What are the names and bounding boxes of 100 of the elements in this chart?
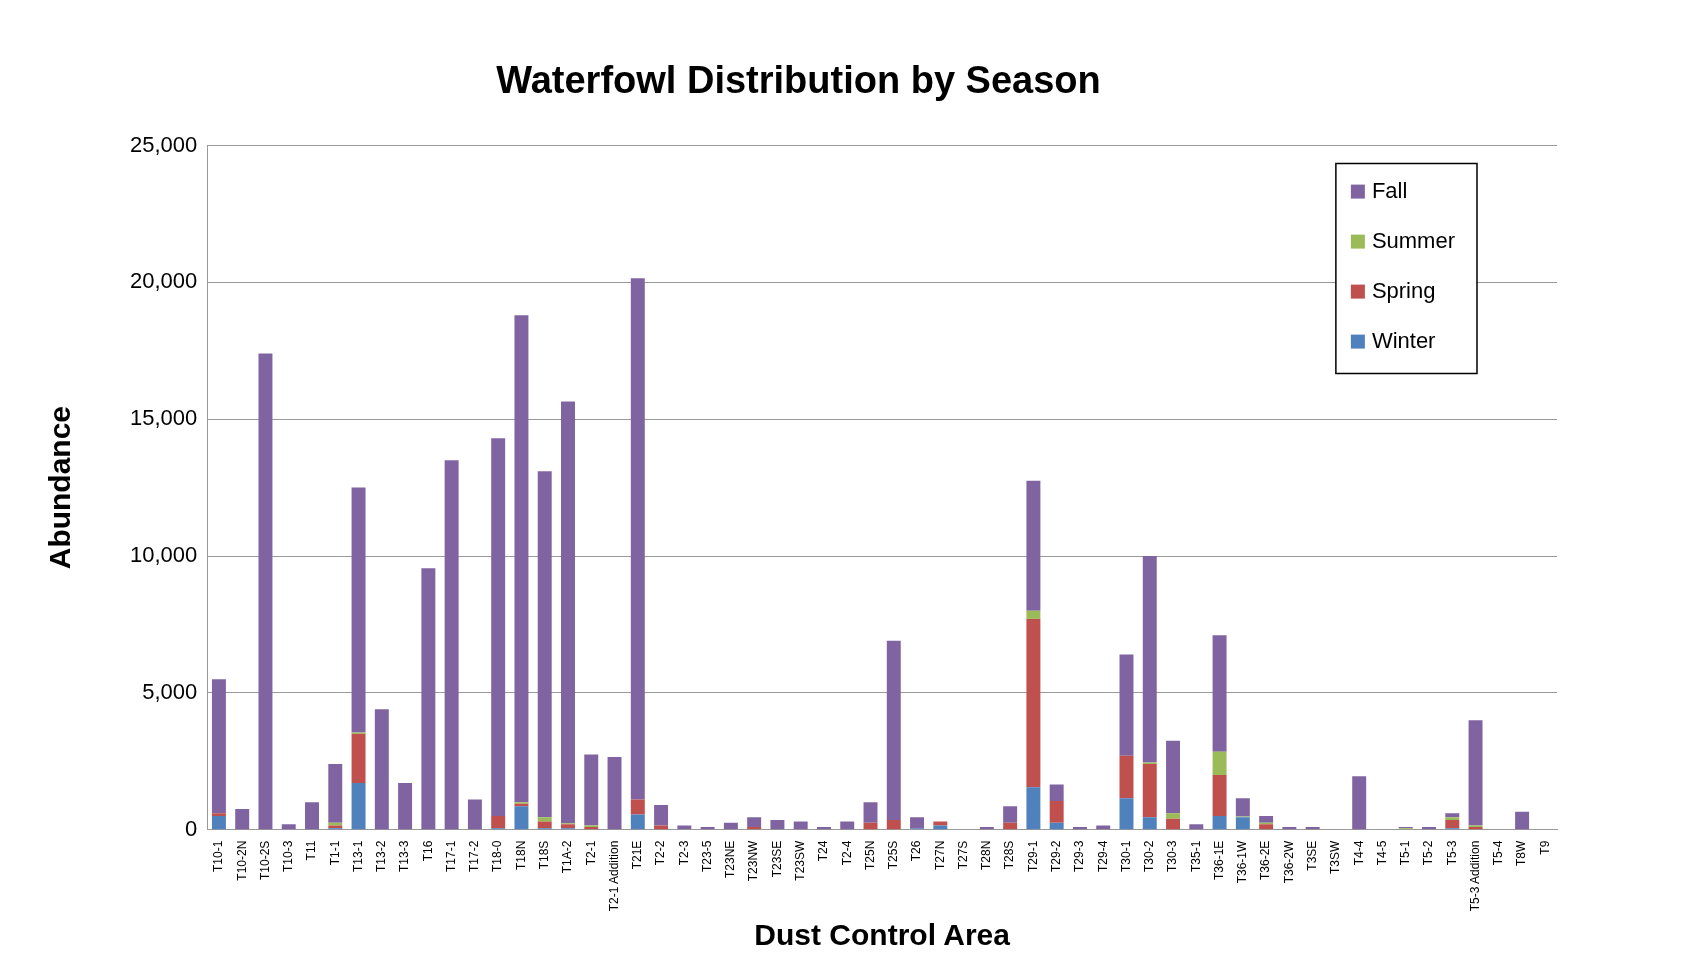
x-tick-label: T36-1E [1211, 840, 1226, 880]
bar [747, 817, 762, 827]
x-tick-label: T18N [513, 840, 528, 870]
bar [1119, 798, 1134, 830]
legend-label: Summer [1371, 227, 1455, 253]
x-tick-label: T29-2 [1048, 840, 1063, 872]
x-tick-label: T10-2S [257, 840, 272, 880]
bar [491, 438, 506, 816]
x-tick-label: T18-0 [490, 840, 505, 872]
bar [537, 821, 552, 829]
bar [537, 471, 552, 818]
x-tick-label: T5-4 [1491, 840, 1506, 866]
bar [1026, 610, 1041, 619]
bar [1189, 824, 1204, 830]
bar [328, 763, 343, 823]
bar [1235, 817, 1250, 830]
bar [561, 401, 575, 824]
x-tick-label: T26 [909, 840, 924, 862]
bar [584, 754, 599, 826]
bar [1119, 654, 1134, 756]
x-tick-label: T2-1 [583, 840, 598, 866]
y-tick-label: 10,000 [129, 542, 198, 568]
bar [1305, 826, 1320, 830]
bar [793, 821, 808, 830]
x-tick-label: T10-3 [281, 840, 296, 872]
bar [1468, 720, 1483, 826]
bar [1282, 826, 1297, 830]
bar [1422, 826, 1436, 830]
legend-label: Winter [1371, 327, 1436, 353]
x-tick-label: T30-3 [1165, 840, 1180, 872]
bar [1352, 776, 1367, 830]
bar [630, 799, 645, 815]
y-tick-label: 5,000 [142, 678, 198, 704]
bar [770, 820, 785, 830]
bar [979, 826, 994, 830]
bar [514, 806, 529, 830]
x-tick-label: T23NE [723, 840, 738, 878]
x-tick-label: T2-3 [676, 840, 691, 866]
x-tick-label: T29-3 [1072, 840, 1087, 872]
bar [630, 278, 645, 800]
legend-label: Spring [1371, 277, 1436, 303]
bar [1166, 813, 1181, 819]
bar [1515, 811, 1530, 830]
bar [398, 783, 413, 830]
x-tick-label: T17-1 [443, 840, 458, 872]
bar [258, 353, 273, 830]
bar [1235, 798, 1250, 817]
chart-title: Waterfowl Distribution by Season [496, 59, 1101, 102]
bar [444, 460, 459, 830]
bar [747, 826, 762, 830]
x-tick-label: T9 [1537, 840, 1552, 855]
bar [1142, 817, 1157, 830]
bar [1142, 556, 1157, 763]
bar [886, 820, 901, 830]
bar [840, 821, 855, 830]
x-tick-label: T11 [304, 840, 319, 861]
x-tick-label: T21E [630, 840, 645, 870]
x-tick-label: T36-2W [1281, 839, 1296, 884]
bar [1003, 822, 1018, 830]
x-tick-label: T2-1 Addition [606, 840, 621, 912]
bar [211, 679, 226, 814]
bar [1212, 774, 1227, 816]
bar [607, 757, 622, 830]
x-tick-label: T2-2 [653, 840, 668, 866]
bar [910, 817, 925, 829]
x-axis-title: Dust Control Area [754, 918, 1011, 952]
bar [211, 815, 226, 830]
x-tick-label: T1A-2 [560, 840, 575, 874]
bar [886, 640, 901, 821]
x-tick-label: T5-2 [1421, 840, 1436, 866]
x-tick-label: T23SE [769, 840, 784, 878]
bar [351, 733, 366, 784]
bar [700, 826, 715, 830]
x-tick-label: T25N [862, 840, 877, 870]
bar [467, 799, 482, 830]
bar [281, 824, 296, 830]
bar [1026, 787, 1041, 830]
bar [1072, 826, 1087, 830]
bar [723, 822, 738, 830]
x-tick-label: T23NW [746, 839, 761, 882]
x-tick-label: T35-1 [1188, 840, 1203, 872]
bar [561, 824, 575, 829]
bar [514, 315, 529, 803]
x-tick-label: T10-2N [234, 840, 249, 881]
x-tick-label: T18S [537, 840, 552, 870]
x-tick-label: T28S [1002, 840, 1017, 870]
bar [816, 826, 831, 830]
x-tick-label: T30-2 [1142, 840, 1157, 872]
bar [537, 817, 552, 822]
x-tick-label: T4-4 [1351, 840, 1366, 866]
bar [1142, 763, 1157, 818]
x-tick-label: T23SW [793, 839, 808, 881]
x-tick-label: T28N [979, 840, 994, 870]
bar [1003, 806, 1018, 823]
bar [235, 809, 250, 830]
bar [491, 815, 506, 829]
y-tick-label: 20,000 [129, 268, 198, 294]
bar [351, 487, 366, 733]
bar [1049, 822, 1064, 830]
bar [1212, 751, 1227, 775]
